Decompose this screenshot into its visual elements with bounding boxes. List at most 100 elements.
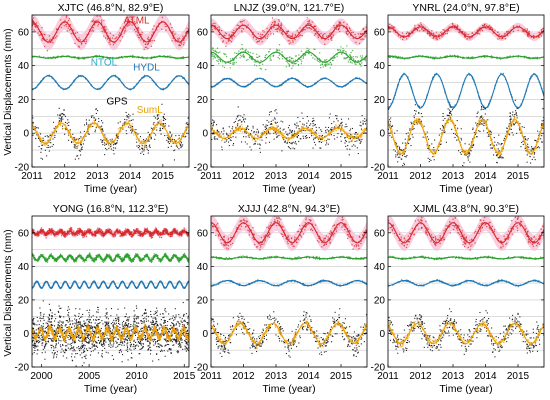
- gps-point: [213, 133, 215, 135]
- atml-point: [522, 30, 524, 33]
- gps-point: [35, 138, 37, 140]
- suml-point: [160, 119, 162, 121]
- gps-point: [127, 115, 129, 117]
- suml-point: [136, 133, 138, 135]
- gps-point: [156, 118, 158, 120]
- ntol-point: [292, 57, 294, 60]
- atml-point: [186, 27, 188, 30]
- atml-point: [336, 24, 338, 27]
- gps-point: [319, 135, 321, 137]
- atml-point: [230, 41, 233, 43]
- suml-point: [485, 119, 488, 121]
- gps-point: [32, 134, 34, 136]
- gps-point: [456, 139, 458, 141]
- axes-box: [31, 14, 190, 168]
- ntol-point: [282, 58, 284, 60]
- gps-point: [143, 148, 145, 150]
- atml-point: [130, 18, 132, 21]
- gps-point: [267, 130, 270, 132]
- atml-point: [408, 32, 411, 34]
- gps-point: [464, 143, 466, 145]
- suml-point: [275, 130, 277, 132]
- atml-point: [502, 37, 504, 40]
- ntol-point: [345, 52, 347, 54]
- gps-point: [88, 133, 90, 135]
- atml-point: [46, 38, 48, 41]
- suml-point: [279, 128, 281, 130]
- gps-point: [46, 135, 48, 137]
- gps-point: [518, 128, 520, 130]
- suml-point: [514, 121, 516, 123]
- gps-point: [355, 132, 357, 134]
- ntol-point: [230, 62, 232, 65]
- ntol-point: [325, 65, 327, 67]
- suml-point: [167, 136, 169, 138]
- suml-point: [253, 135, 255, 137]
- gps-point: [351, 145, 353, 147]
- gps-point: [110, 148, 112, 150]
- suml-point: [320, 135, 322, 137]
- gps-point: [152, 123, 154, 125]
- gps-point: [438, 134, 440, 136]
- gps-point: [240, 115, 242, 117]
- gps-point: [80, 149, 82, 151]
- atml-point: [498, 33, 500, 35]
- ntol-point: [232, 62, 234, 64]
- gps-point: [296, 135, 298, 137]
- atml-point: [286, 30, 288, 33]
- ntol-point: [232, 59, 235, 62]
- x-axis-label: Time (year): [262, 183, 315, 195]
- ntol-point: [211, 48, 214, 50]
- gps-point: [62, 114, 65, 116]
- series-atml: [388, 22, 544, 41]
- suml-point: [139, 142, 141, 144]
- gps-point: [527, 138, 529, 140]
- gps-point: [541, 141, 543, 143]
- atml-point: [77, 45, 80, 47]
- gps-point: [80, 147, 82, 149]
- gps-point: [163, 113, 165, 115]
- gps-point: [355, 132, 357, 134]
- gps-point: [221, 149, 223, 151]
- atml-point: [482, 24, 484, 27]
- gps-point: [508, 133, 510, 135]
- gps-point: [124, 124, 126, 126]
- gps-point: [320, 129, 322, 131]
- gps-point: [314, 123, 316, 126]
- atml-point: [103, 31, 106, 33]
- ntol-point: [326, 62, 328, 64]
- gps-point: [511, 132, 513, 134]
- gps-point: [241, 121, 243, 123]
- gps-point: [245, 132, 247, 134]
- ntol-point: [248, 57, 251, 59]
- atml-point: [414, 26, 416, 29]
- gps-point: [500, 143, 502, 145]
- suml-point: [223, 135, 225, 137]
- gps-point: [330, 128, 332, 131]
- gps-point: [264, 126, 266, 128]
- gps-point: [321, 135, 323, 137]
- suml-point: [281, 135, 283, 138]
- atml-point: [278, 27, 280, 29]
- gps-point: [169, 131, 171, 133]
- gps-point: [410, 121, 412, 123]
- ntol-point: [266, 54, 268, 56]
- atml-point: [401, 38, 404, 41]
- ntol-point: [297, 64, 300, 66]
- gps-point: [153, 122, 155, 124]
- gps-point: [291, 130, 293, 132]
- gps-point: [329, 128, 332, 130]
- atml-point: [141, 31, 143, 34]
- atml-point: [140, 39, 142, 41]
- gps-point: [483, 130, 485, 132]
- ntol-point: [216, 47, 219, 49]
- ntol-point: [350, 61, 352, 63]
- ntol-point: [397, 56, 400, 58]
- gps-point: [360, 121, 362, 123]
- gps-point: [311, 132, 313, 134]
- gps-point: [34, 126, 36, 128]
- ntol-point: [221, 61, 224, 63]
- gps-point: [349, 130, 351, 132]
- gps-point: [117, 136, 119, 138]
- gps-point: [275, 109, 277, 111]
